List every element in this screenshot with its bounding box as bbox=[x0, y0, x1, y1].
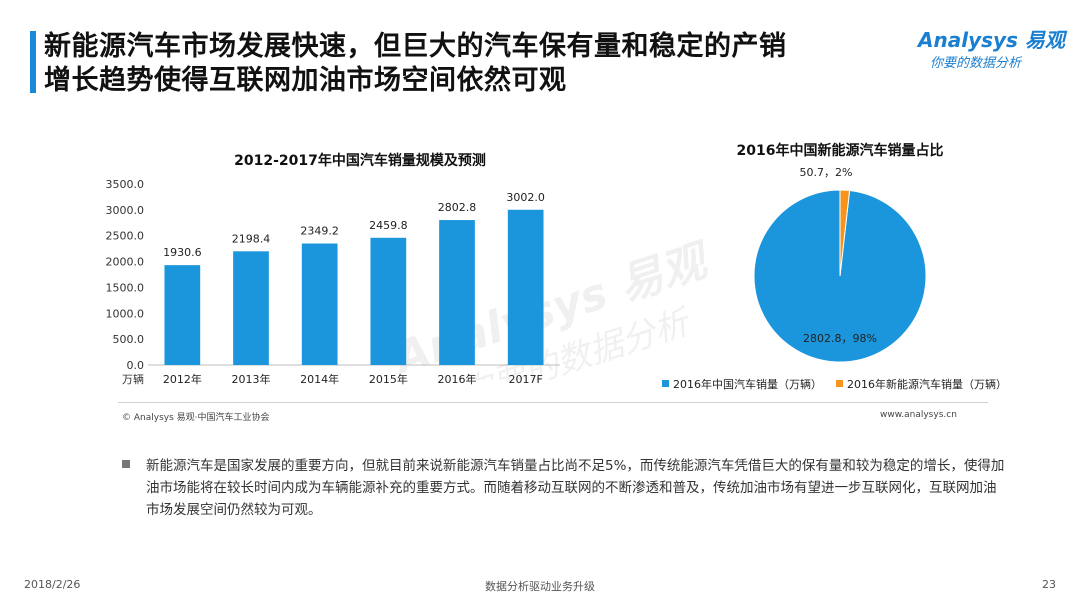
footer-date: 2018/2/26 bbox=[24, 578, 81, 591]
bar bbox=[301, 243, 338, 365]
footer-slogan: 数据分析驱动业务升级 bbox=[485, 580, 595, 593]
page-number: 23 bbox=[1042, 578, 1056, 591]
y-tick-label: 500.0 bbox=[113, 333, 145, 346]
source-note: © Analysys 易观·中国汽车工业协会 bbox=[122, 413, 270, 423]
y-unit-label: 万辆 bbox=[122, 372, 144, 386]
x-tick-label: 2017F bbox=[509, 373, 543, 386]
bar-value-label: 2459.8 bbox=[369, 219, 408, 232]
bar-value-label: 2198.4 bbox=[232, 232, 271, 245]
x-tick-label: 2016年 bbox=[438, 372, 477, 386]
legend-label: 2016年新能源汽车销量（万辆） bbox=[847, 377, 1007, 391]
page-title: 新能源汽车市场发展快速，但巨大的汽车保有量和稳定的产销 增长趋势使得互联网加油市… bbox=[44, 30, 914, 98]
pie-chart: 50.7，2% 2802.8，98% 2016年中国汽车销量（万辆） 2016年新能源… bbox=[662, 166, 1007, 391]
y-tick-label: 0.0 bbox=[127, 359, 145, 372]
title-accent-bar bbox=[30, 31, 36, 93]
bullet-square-icon bbox=[122, 460, 130, 468]
bar-chart: 0.0 500.0 1000.0 1500.0 2000.0 2500.0 3000.0 35… bbox=[106, 178, 560, 386]
legend-label: 2016年中国汽车销量（万辆） bbox=[673, 377, 822, 391]
bar-value-label: 2349.2 bbox=[300, 225, 339, 238]
bar-value-label: 2802.8 bbox=[438, 201, 477, 214]
bar-value-label: 3002.0 bbox=[506, 191, 544, 204]
pie-label-nev: 50.7，2% bbox=[800, 166, 853, 179]
legend-swatch bbox=[662, 380, 669, 387]
x-tick-label: 2013年 bbox=[232, 372, 271, 386]
x-tick-label: 2015年 bbox=[369, 372, 408, 386]
legend-swatch bbox=[836, 380, 843, 387]
y-tick-label: 2000.0 bbox=[106, 256, 145, 269]
y-tick-label: 3000.0 bbox=[106, 204, 145, 217]
bar bbox=[439, 220, 475, 365]
bar bbox=[164, 265, 201, 365]
y-tick-label: 1000.0 bbox=[106, 307, 145, 320]
y-tick-label: 1500.0 bbox=[106, 281, 145, 294]
x-tick-label: 2012年 bbox=[163, 372, 202, 386]
bar bbox=[370, 237, 407, 365]
page-title-line-2: 增长趋势使得互联网加油市场空间依然可观 bbox=[44, 65, 567, 96]
bar-value-label: 1930.6 bbox=[163, 246, 202, 259]
pie-slice-nev bbox=[839, 189, 851, 277]
bar-chart-title: 2012-2017年中国汽车销量规模及预测 bbox=[234, 153, 486, 169]
divider bbox=[118, 402, 988, 403]
x-tick-label: 2014年 bbox=[300, 372, 339, 386]
page-title-line-1: 新能源汽车市场发展快速，但巨大的汽车保有量和稳定的产销 bbox=[44, 31, 787, 62]
bar bbox=[507, 209, 544, 365]
y-tick-label: 2500.0 bbox=[106, 230, 145, 243]
logo-brand: Analysys 易观 bbox=[918, 28, 1065, 52]
pie-chart-title: 2016年中国新能源汽车销量占比 bbox=[736, 143, 944, 159]
pie-label-cars: 2802.8，98% bbox=[803, 332, 877, 345]
analysys-logo: Analysys 易观 你要的数据分析 bbox=[918, 24, 1068, 74]
bar bbox=[233, 251, 269, 365]
bullet-text: 新能源汽车是国家发展的重要方向，但就目前来说新能源汽车销量占比尚不足5%，而传统… bbox=[146, 458, 1005, 518]
logo-slogan: 你要的数据分析 bbox=[930, 56, 1022, 71]
website-link[interactable]: www.analysys.cn bbox=[880, 410, 957, 420]
y-tick-label: 3500.0 bbox=[106, 178, 145, 191]
